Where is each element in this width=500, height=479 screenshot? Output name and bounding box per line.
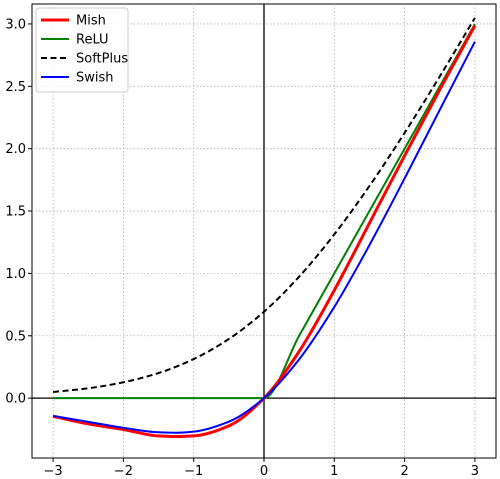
legend: Mish ReLU SoftPlus Swish <box>35 7 129 93</box>
y-tick-label: 3.0 <box>5 17 26 32</box>
x-tick-label: 1 <box>330 464 338 479</box>
legend-label-mish: Mish <box>76 14 106 29</box>
legend-label-relu: ReLU <box>76 33 109 48</box>
x-tick-label: −2 <box>114 464 133 479</box>
y-tick-label: 2.5 <box>5 80 26 95</box>
y-tick-label: 1.5 <box>5 205 26 220</box>
series-layer <box>52 17 477 439</box>
swish-series-line <box>52 41 476 434</box>
y-tick-label: 1.0 <box>5 267 26 282</box>
tick-marks: −3 −2 −1 0 1 2 3 0.0 0.5 1.0 1.5 2.0 2.5 3.0 <box>5 17 479 479</box>
relu-series-line <box>53 23 476 400</box>
legend-label-softplus: SoftPlus <box>76 52 128 67</box>
x-tick-label: 3 <box>471 464 479 479</box>
legend-label-swish: Swish <box>76 71 114 86</box>
y-tick-label: 0.0 <box>5 392 26 407</box>
y-tick-label: 2.0 <box>5 142 26 157</box>
x-tick-label: −3 <box>44 464 63 479</box>
legend-box <box>35 7 129 93</box>
x-tick-label: −1 <box>184 464 203 479</box>
softplus-series-line <box>52 17 476 394</box>
x-tick-label: 2 <box>400 464 408 479</box>
x-tick-label: 0 <box>260 464 268 479</box>
y-tick-label: 0.5 <box>5 329 26 344</box>
